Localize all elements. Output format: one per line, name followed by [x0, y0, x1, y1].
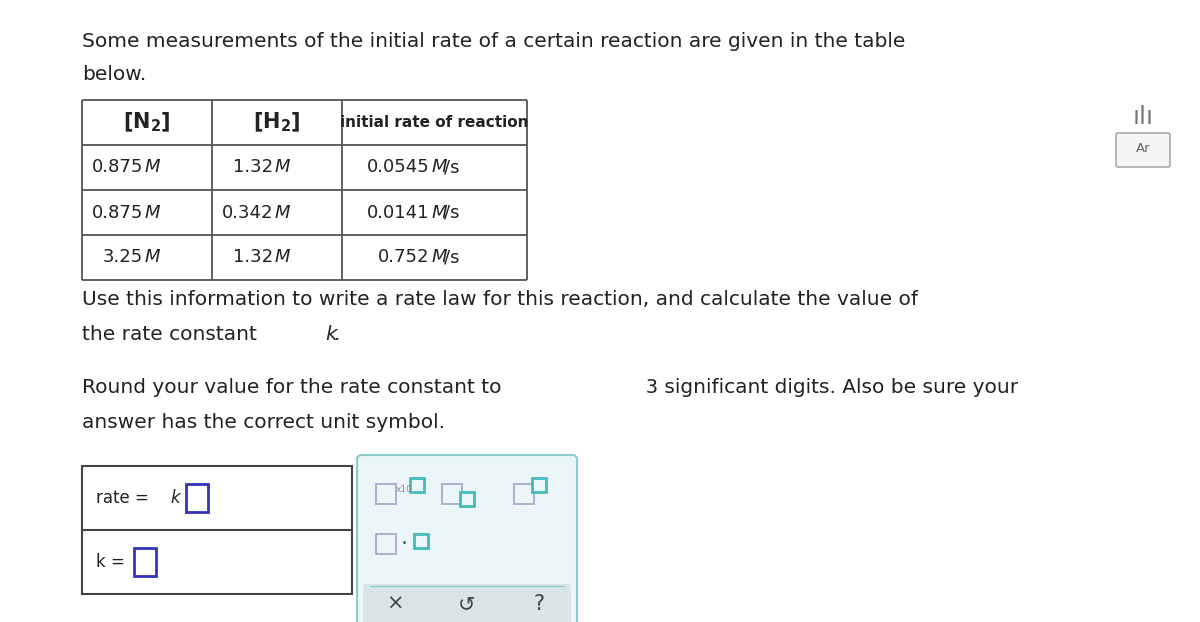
Bar — [410, 478, 424, 492]
Bar — [414, 534, 428, 548]
Text: Some measurements of the initial rate of a certain reaction are given in the tab: Some measurements of the initial rate of… — [82, 32, 905, 51]
Text: M: M — [432, 249, 446, 266]
Text: ·: · — [401, 534, 408, 554]
Text: answer has the correct unit symbol.: answer has the correct unit symbol. — [82, 413, 445, 432]
Text: M: M — [145, 159, 161, 177]
Text: M: M — [432, 159, 446, 177]
Text: 0.0545: 0.0545 — [367, 159, 430, 177]
Text: 3: 3 — [646, 378, 658, 397]
Text: /s: /s — [444, 249, 460, 266]
Text: below.: below. — [82, 65, 146, 84]
Text: M: M — [145, 249, 161, 266]
Text: ↺: ↺ — [458, 594, 475, 614]
Text: k: k — [325, 325, 337, 344]
Text: M: M — [275, 249, 290, 266]
Text: 0.0141: 0.0141 — [367, 203, 430, 221]
Text: M: M — [145, 203, 161, 221]
Bar — [186, 484, 208, 512]
Text: M: M — [432, 203, 446, 221]
Text: x10: x10 — [396, 486, 413, 494]
FancyBboxPatch shape — [1116, 133, 1170, 167]
Text: ?: ? — [534, 594, 545, 614]
Text: k =: k = — [96, 553, 130, 571]
Text: 0.875: 0.875 — [91, 159, 143, 177]
Text: 1.32: 1.32 — [233, 159, 274, 177]
Text: /s: /s — [444, 203, 460, 221]
Bar — [82, 466, 352, 594]
Bar — [442, 484, 462, 504]
FancyBboxPatch shape — [364, 584, 571, 622]
Text: Round your value for the rate constant to: Round your value for the rate constant t… — [82, 378, 508, 397]
FancyBboxPatch shape — [358, 455, 577, 622]
Text: significant digits. Also be sure your: significant digits. Also be sure your — [658, 378, 1018, 397]
Text: Ar: Ar — [1135, 142, 1151, 156]
Text: $\mathbf{[N_2]}$: $\mathbf{[N_2]}$ — [124, 111, 170, 134]
Bar — [376, 534, 396, 554]
Text: 0.875: 0.875 — [91, 203, 143, 221]
Text: .: . — [334, 325, 341, 344]
Text: k: k — [170, 489, 180, 507]
Bar — [460, 492, 474, 506]
Text: /s: /s — [444, 159, 460, 177]
Bar — [532, 478, 546, 492]
Text: 0.342: 0.342 — [222, 203, 274, 221]
Text: Use this information to write a rate law for this reaction, and calculate the va: Use this information to write a rate law… — [82, 290, 918, 309]
Text: M: M — [275, 203, 290, 221]
Text: 1.32: 1.32 — [233, 249, 274, 266]
Text: initial rate of reaction: initial rate of reaction — [341, 115, 529, 130]
Text: M: M — [275, 159, 290, 177]
Bar — [134, 548, 156, 576]
Bar — [514, 484, 534, 504]
Text: $\mathbf{[H_2]}$: $\mathbf{[H_2]}$ — [253, 111, 301, 134]
Text: the rate constant: the rate constant — [82, 325, 263, 344]
Text: ×: × — [386, 594, 403, 614]
Text: rate =: rate = — [96, 489, 154, 507]
Text: ılı: ılı — [1133, 105, 1153, 129]
Bar — [376, 484, 396, 504]
Text: 3.25: 3.25 — [103, 249, 143, 266]
Text: 0.752: 0.752 — [378, 249, 430, 266]
